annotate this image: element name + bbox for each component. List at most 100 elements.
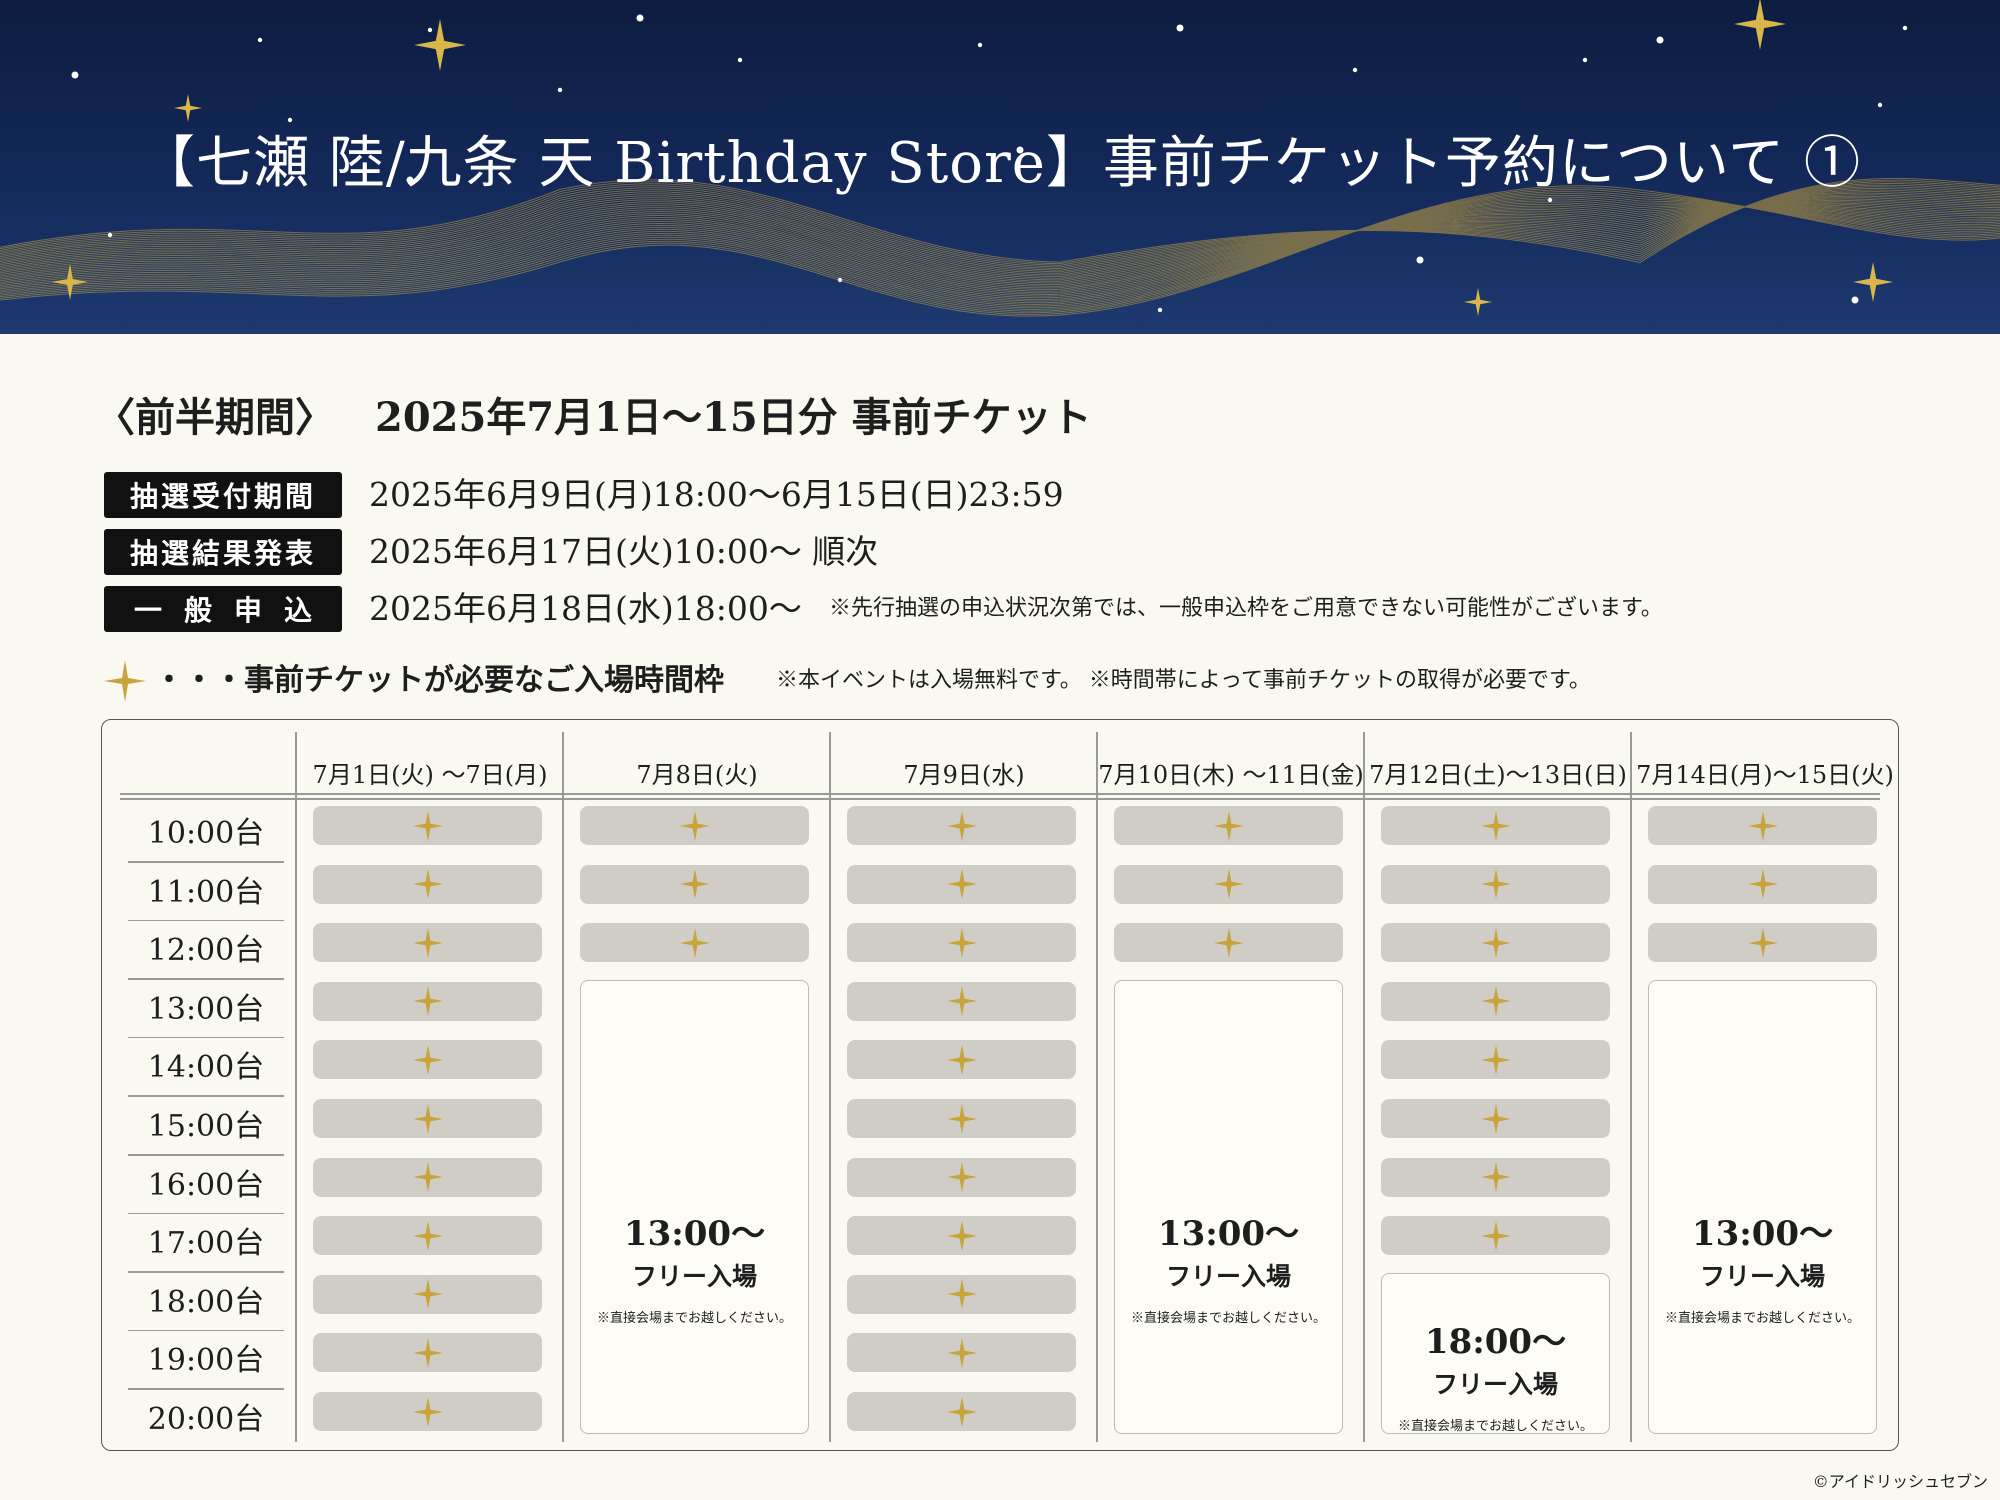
column-divider [1096, 732, 1098, 1442]
ticket-slot[interactable] [580, 864, 809, 904]
ticket-slot[interactable] [580, 923, 809, 963]
ticket-slot[interactable] [1648, 864, 1877, 904]
ticket-slot[interactable] [313, 1216, 542, 1256]
time-divider [128, 1154, 284, 1156]
column-divider [562, 732, 564, 1442]
night-sky-decoration [0, 0, 2000, 317]
star-icon [1747, 869, 1778, 900]
info-value: 2025年6月18日(水)18:00〜 [369, 589, 802, 628]
time-divider [128, 978, 284, 980]
ticket-slot[interactable] [847, 923, 1076, 963]
free-entry-content: 13:00〜フリー入場 ※直接会場までお越しください。 [1649, 1206, 1876, 1326]
day-header: 7月10日(木) 〜11日(金) [1098, 761, 1364, 789]
ticket-slot[interactable] [847, 1099, 1076, 1138]
ticket-slot[interactable] [313, 1157, 542, 1197]
schedule-table [101, 719, 1899, 1451]
time-divider [128, 1212, 284, 1215]
star-icon [946, 1396, 977, 1427]
period-label: 〈前半期間〉 [95, 394, 335, 441]
ticket-slot[interactable] [313, 1099, 542, 1138]
ticket-slot[interactable] [1114, 806, 1343, 845]
star-icon [1747, 810, 1778, 841]
time-label: 16:00台 [147, 1167, 265, 1203]
ticket-slot[interactable] [1381, 923, 1610, 963]
ticket-slot[interactable] [1114, 923, 1343, 963]
ticket-slot[interactable] [847, 1157, 1076, 1197]
free-entry-box: 13:00〜フリー入場 ※直接会場までお越しください。 [1648, 979, 1877, 1434]
copyright: ©アイドリッシュセブン [1812, 1472, 1988, 1491]
ticket-slot[interactable] [847, 1040, 1076, 1080]
header-rule [120, 793, 1880, 795]
ticket-slot[interactable] [847, 864, 1076, 904]
star-icon [1480, 1103, 1511, 1134]
star-icon [1480, 869, 1511, 900]
ticket-slot[interactable] [580, 806, 809, 845]
star-icon [946, 1220, 977, 1251]
ticket-slot[interactable] [313, 923, 542, 963]
free-entry-time: 13:00〜 [1691, 1213, 1834, 1254]
free-entry-label: フリー入場 [1699, 1261, 1825, 1291]
time-divider [128, 919, 284, 922]
star-icon [412, 1103, 443, 1134]
time-label: 14:00台 [147, 1050, 265, 1086]
ticket-slot[interactable] [1381, 1216, 1610, 1256]
ticket-slot[interactable] [847, 981, 1076, 1021]
star-icon [412, 869, 443, 900]
star-icon [412, 927, 443, 958]
time-label: 20:00台 [147, 1402, 265, 1437]
ticket-slot[interactable] [313, 1040, 542, 1080]
star-icon [946, 810, 977, 841]
ticket-slot[interactable] [847, 1392, 1076, 1431]
star-icon [946, 986, 977, 1017]
time-label: 10:00台 [147, 816, 265, 851]
header-rule [120, 798, 1880, 800]
ticket-slot[interactable] [313, 1392, 542, 1431]
ticket-slot[interactable] [1381, 1099, 1610, 1138]
ticket-slot[interactable] [313, 806, 542, 845]
ticket-slot[interactable] [1381, 1040, 1610, 1080]
column-divider [1630, 732, 1632, 1442]
star-icon [1480, 1044, 1511, 1075]
free-entry-content: 18:00〜 フリー入場 ※直接会場までお越しください。 [1382, 1314, 1609, 1434]
star-icon [1213, 869, 1244, 900]
star-icon [946, 1337, 977, 1368]
ticket-slot[interactable] [847, 1274, 1076, 1314]
free-entry-content: 13:00〜 フリー入場 ※直接会場までお越しください。 [1115, 1206, 1342, 1326]
ticket-slot[interactable] [847, 806, 1076, 845]
column-divider [295, 732, 297, 1442]
time-divider [128, 1271, 284, 1273]
info-value: 2025年6月9日(月)18:00〜6月15日(日)23:59 [369, 475, 1064, 514]
ticket-slot[interactable] [1648, 923, 1877, 963]
ticket-slot[interactable] [1381, 864, 1610, 904]
time-label: 11:00台 [147, 874, 265, 910]
ticket-slot[interactable] [1381, 1157, 1610, 1197]
star-icon [946, 1279, 977, 1310]
ticket-slot[interactable] [313, 981, 542, 1021]
star-icon [946, 927, 977, 958]
star-icon [412, 986, 443, 1017]
time-label: 17:00台 [147, 1226, 265, 1262]
ticket-slot[interactable] [847, 1216, 1076, 1256]
ticket-slot[interactable] [1648, 806, 1877, 845]
info-note: ※先行抽選の申込状況次第では、一般申込枠をご用意できない可能性がございます。 [829, 596, 1663, 621]
ticket-slot[interactable] [1381, 806, 1610, 845]
free-entry-content: 13:00〜 フリー入場 ※直接会場までお越しください。 [581, 1206, 808, 1326]
star-icon [946, 1162, 977, 1193]
header-banner: 【七瀬 陸/九条 天 Birthday Store】事前チケット予約について ① [0, 0, 2000, 334]
ticket-slot[interactable] [313, 1274, 542, 1314]
ticket-slot[interactable] [313, 864, 542, 904]
info-label: 一般申込 [104, 586, 342, 632]
ticket-slot[interactable] [1381, 981, 1610, 1021]
legend-text: ・・・事前チケットが必要なご入場時間枠 [154, 663, 724, 698]
ticket-slot[interactable] [847, 1333, 1076, 1373]
ticket-slot[interactable] [1114, 864, 1343, 904]
ticket-slot[interactable] [313, 1333, 542, 1373]
star-icon [946, 869, 977, 900]
free-entry-note: ※直接会場までお越しください。 [1664, 1310, 1860, 1326]
star-icon [1480, 986, 1511, 1017]
star-icon [679, 869, 710, 900]
free-entry-label: フリー入場 [1432, 1370, 1558, 1400]
time-label: 13:00台 [147, 991, 265, 1027]
star-icon [412, 1337, 443, 1368]
legend-note: ※本イベントは入場無料です。 ※時間帯によって事前チケットの取得が必要です。 [776, 668, 1591, 693]
